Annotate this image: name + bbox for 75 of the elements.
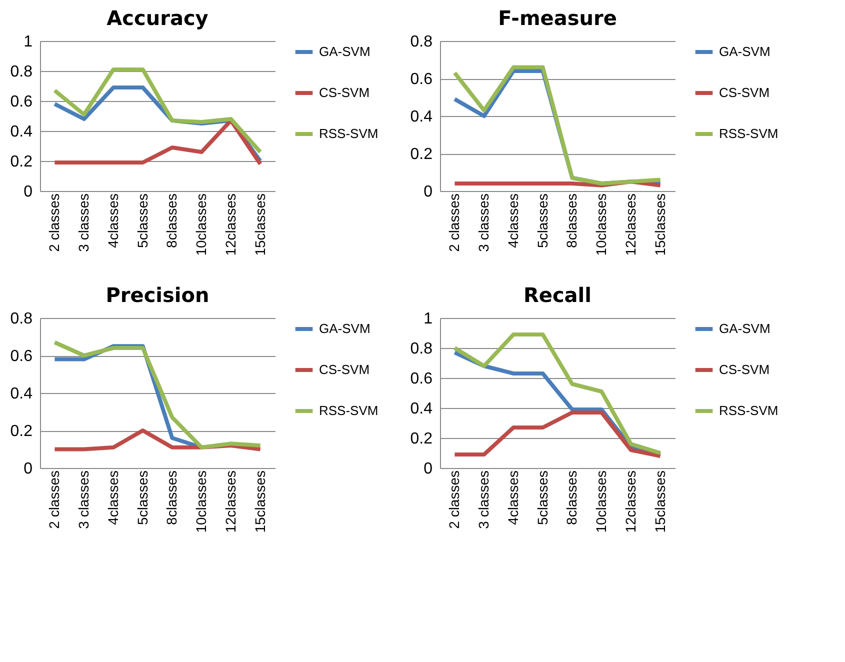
legend-label: GA-SVM [319,321,370,336]
x-tick-label: 4classes [104,470,121,525]
x-tick-label: 12classes [622,470,638,533]
x-tick-label: 12classes [222,194,238,256]
y-tick-label: 0.4 [10,386,33,402]
x-tick-label: 10classes [593,194,610,256]
x-tick-label: 8classes [164,194,180,248]
y-tick-label: 1 [424,310,433,328]
y-tick-label: 0.8 [10,310,33,328]
x-tick-label: 4classes [104,194,121,248]
y-tick-label: 0.6 [410,370,433,388]
x-tick-label: 12classes [622,194,638,256]
line-series [452,410,662,458]
legend-label: GA-SVM [719,321,770,336]
legend-label: CS-SVM [319,85,370,100]
y-tick-label: 0.6 [10,94,33,110]
chart-title: Recall [523,283,592,307]
y-tick-label: 0.2 [410,146,433,163]
x-tick-label: 10classes [193,470,210,533]
y-tick-label: 1 [24,34,33,50]
y-tick-label: 0 [24,460,33,478]
line-series [52,118,262,166]
line-series [52,340,262,450]
legend-label: GA-SVM [719,44,770,59]
chart-title: Accuracy [106,6,208,30]
x-tick-label: 3 classes [76,194,92,252]
x-tick-label: 8classes [564,194,580,248]
legend-label: GA-SVM [319,44,370,59]
legend-label: CS-SVM [719,362,770,377]
legend-label: RSS-SVM [719,126,778,141]
y-tick-label: 0 [424,184,433,200]
legend-label: RSS-SVM [719,403,778,418]
legend-label: RSS-SVM [319,126,378,141]
x-tick-label: 10classes [593,470,610,533]
line-series [52,68,262,154]
x-tick-label: 2 classes [446,470,462,529]
x-tick-label: 8classes [564,470,580,525]
x-tick-label: 3 classes [476,194,492,252]
x-tick-label: 5classes [534,470,550,525]
legend-label: CS-SVM [719,85,770,100]
y-tick-label: 0.8 [410,34,433,50]
y-tick-label: 0.8 [410,340,433,358]
x-tick-label: 8classes [164,470,180,525]
x-tick-label: 4classes [504,470,521,525]
chart-title: F-measure [498,6,617,30]
x-tick-label: 15classes [652,194,668,256]
y-tick-label: 0.2 [10,154,33,170]
y-tick-label: 0.6 [10,348,33,365]
legend-label: RSS-SVM [319,403,378,418]
y-tick-label: 0.4 [410,108,433,126]
x-tick-label: 5classes [134,470,150,525]
x-tick-label: 5classes [534,194,550,248]
x-tick-label: 2 classes [46,470,62,529]
y-tick-label: 0.4 [410,400,433,418]
x-tick-label: 15classes [252,194,268,256]
y-tick-label: 0 [24,184,33,200]
x-tick-label: 5classes [134,194,150,248]
x-tick-label: 2 classes [446,194,462,252]
chart-title: Precision [106,283,210,307]
x-tick-label: 2 classes [46,194,62,252]
y-tick-label: 0 [424,460,433,478]
legend-label: CS-SVM [319,362,370,377]
x-tick-label: 3 classes [476,470,492,529]
x-tick-label: 12classes [222,470,238,533]
x-tick-label: 10classes [193,194,210,256]
x-tick-label: 3 classes [76,470,92,529]
x-tick-label: 4classes [504,194,521,248]
x-tick-label: 15classes [652,470,668,533]
y-tick-label: 0.2 [10,423,33,440]
y-tick-label: 0.2 [410,430,433,448]
line-series [452,332,662,455]
y-tick-label: 0.6 [410,71,433,88]
y-tick-label: 0.8 [10,64,33,80]
y-tick-label: 0.4 [10,124,33,140]
x-tick-label: 15classes [252,470,268,533]
